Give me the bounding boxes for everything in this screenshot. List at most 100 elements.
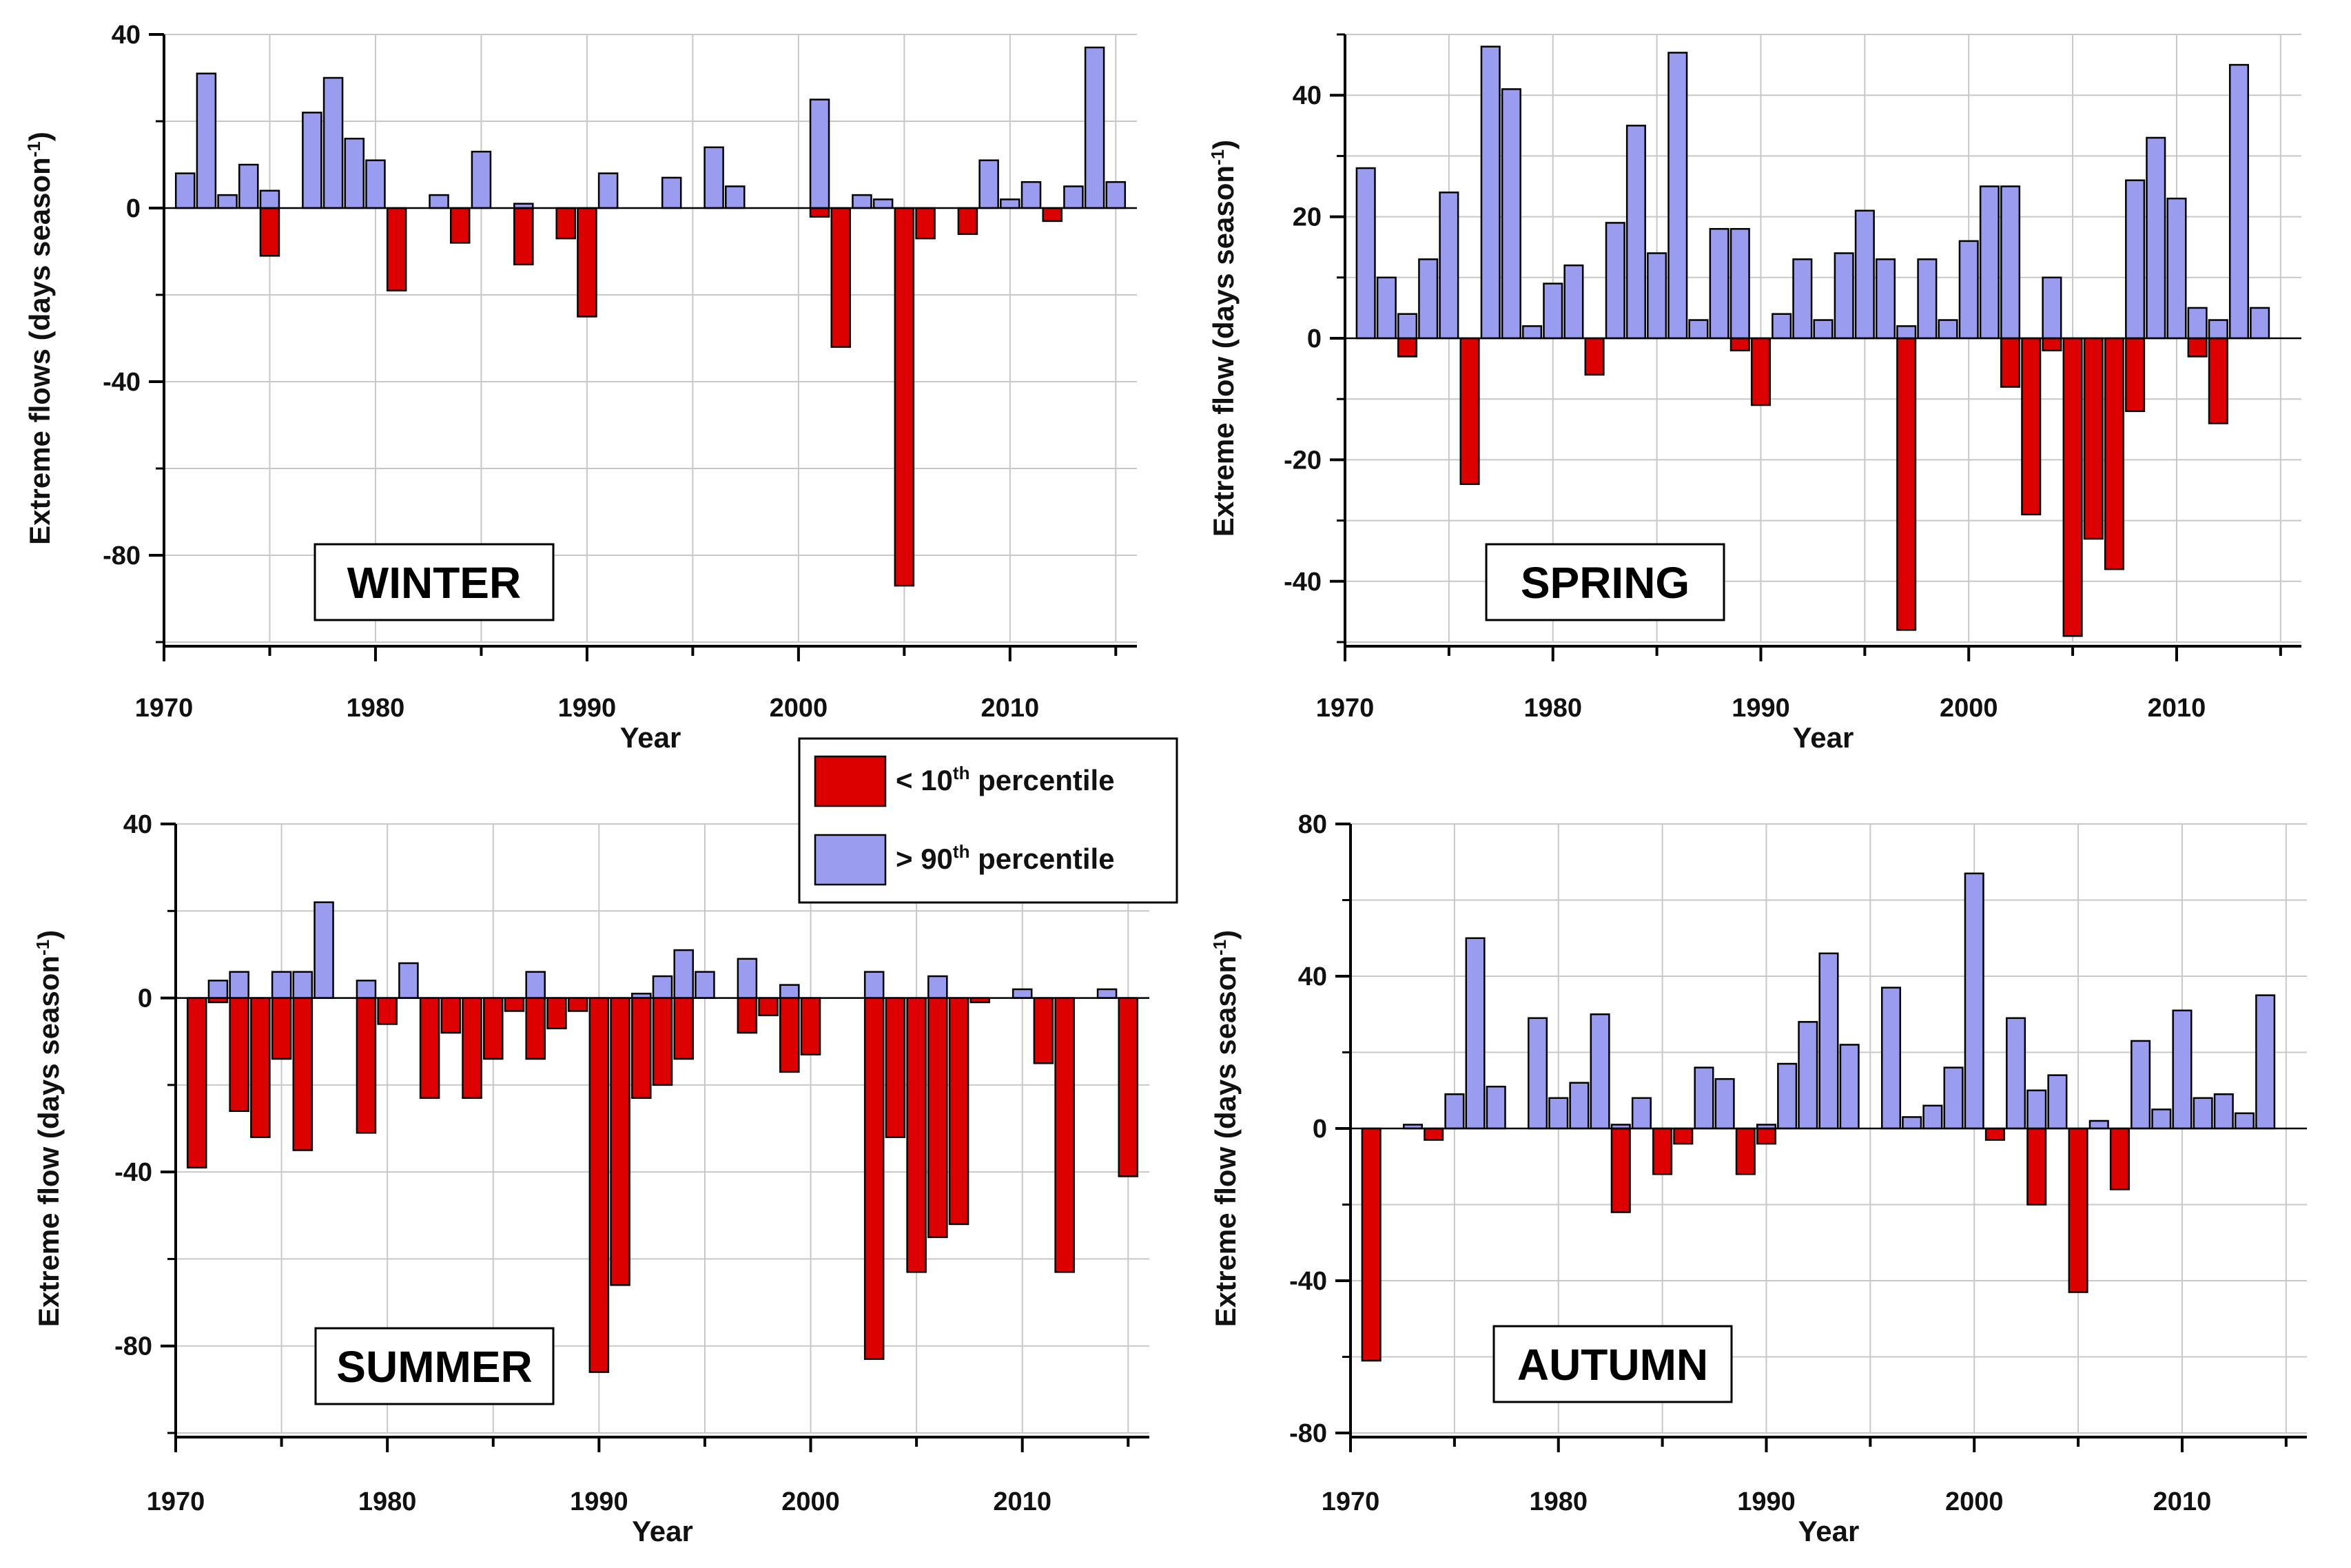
autumn-bar-above-1997 xyxy=(1902,1116,1922,1130)
spring-bar-above-2008 xyxy=(2125,179,2146,340)
spring-bar-below-2006 xyxy=(2083,337,2104,540)
winter-bar-below-1989 xyxy=(555,207,576,240)
summer-xtick-label: 1980 xyxy=(358,1487,417,1516)
spring-bar-above-2012 xyxy=(2208,319,2228,340)
legend-swatch-below xyxy=(814,755,887,807)
summer-title: SUMMER xyxy=(336,1342,532,1392)
spring-bar-above-1992 xyxy=(1792,258,1813,340)
winter-bar-above-1996 xyxy=(704,146,724,209)
autumn-bar-above-1975 xyxy=(1444,1093,1465,1130)
spring-bar-above-2011 xyxy=(2187,307,2208,340)
winter-bar-below-2002 xyxy=(830,207,852,348)
summer-bar-below-2011 xyxy=(1033,997,1054,1064)
autumn-xtick-label: 1970 xyxy=(1322,1487,1380,1516)
autumn-bar-below-2005 xyxy=(2068,1127,2088,1293)
spring-bar-above-1973 xyxy=(1397,313,1418,340)
autumn-bar-above-1984 xyxy=(1631,1097,1652,1130)
summer-bar-below-2007 xyxy=(948,997,969,1226)
spring-bar-above-1987 xyxy=(1688,319,1709,340)
winter-bar-above-2001 xyxy=(809,99,830,209)
autumn-bar-above-1992 xyxy=(1798,1021,1818,1130)
winter-bar-above-1974 xyxy=(238,163,259,209)
summer-ytick-label: -40 xyxy=(114,1158,152,1187)
winter-ylabel: Extreme flows (days season-1) xyxy=(23,132,56,545)
spring-bar-above-1984 xyxy=(1625,125,1646,340)
summer-panel: 40 0 -40 -80 1970 1980 1990 2000 2010 Year Extreme… xyxy=(32,810,1149,1547)
winter-ytick-label: -80 xyxy=(103,541,141,570)
winter-xlabel: Year xyxy=(620,721,681,754)
winter-bar-above-1985 xyxy=(471,150,492,209)
spring-ytick-label: -20 xyxy=(1284,446,1322,475)
summer-bar-below-1973 xyxy=(229,997,249,1112)
autumn-xtick-label: 2010 xyxy=(2153,1487,2212,1516)
spring-bar-above-1981 xyxy=(1563,264,1584,340)
autumn-xtick-label: 2000 xyxy=(1945,1487,2004,1516)
summer-bar-below-1994 xyxy=(673,997,694,1060)
winter-bar-above-2004 xyxy=(872,198,894,209)
autumn-ytick-label: 0 xyxy=(1313,1115,1327,1144)
summer-bar-below-1971 xyxy=(186,997,207,1169)
spring-bar-below-2005 xyxy=(2062,337,2083,637)
autumn-ytick-label: -40 xyxy=(1289,1267,1327,1296)
summer-bar-below-1991 xyxy=(610,997,630,1286)
summer-bar-above-1976 xyxy=(292,971,314,999)
summer-bar-below-1974 xyxy=(250,997,271,1138)
winter-bar-above-2013 xyxy=(1063,185,1084,209)
summer-bar-above-1973 xyxy=(229,971,249,999)
winter-title: WINTER xyxy=(347,558,521,608)
winter-bar-above-1997 xyxy=(725,185,746,209)
winter-bar-above-2009 xyxy=(978,159,999,209)
autumn-bar-below-1990 xyxy=(1756,1127,1777,1145)
winter-bar-above-2015 xyxy=(1105,180,1127,209)
winter-bar-above-1977 xyxy=(302,112,322,209)
summer-bar-below-1980 xyxy=(377,997,398,1025)
autumn-bar-below-1985 xyxy=(1652,1127,1673,1175)
spring-ytick-label: 20 xyxy=(1293,203,1322,232)
autumn-bar-below-2001 xyxy=(1984,1127,2005,1141)
autumn-bar-above-2010 xyxy=(2172,1009,2193,1130)
winter-bar-above-1975 xyxy=(259,189,280,209)
summer-bar-below-1983 xyxy=(440,997,462,1034)
summer-bar-below-1997 xyxy=(737,997,758,1034)
summer-bar-above-2010 xyxy=(1012,988,1033,999)
spring-bar-above-1997 xyxy=(1896,325,1917,340)
summer-bar-below-1975 xyxy=(271,997,292,1060)
spring-bar-above-2004 xyxy=(2042,276,2062,340)
summer-xtick-label: 2000 xyxy=(781,1487,840,1516)
autumn-bar-above-2014 xyxy=(2255,994,2276,1130)
spring-bar-above-1980 xyxy=(1543,282,1563,340)
spring-bar-above-1978 xyxy=(1501,88,1521,340)
summer-bar-below-2015 xyxy=(1118,997,1139,1177)
summer-bar-below-1990 xyxy=(588,997,610,1373)
autumn-bar-above-2000 xyxy=(1964,872,1984,1130)
winter-title-box xyxy=(314,543,555,621)
autumn-ytick-label: 80 xyxy=(1298,810,1327,839)
summer-xtick-label: 1990 xyxy=(570,1487,628,1516)
summer-bar-below-1985 xyxy=(482,997,504,1060)
spring-bar-below-2012 xyxy=(2208,337,2228,424)
summer-bar-below-1999 xyxy=(779,997,800,1073)
spring-bar-above-1985 xyxy=(1647,252,1667,340)
spring-ytick-label: 0 xyxy=(1307,324,1322,353)
autumn-bar-above-2006 xyxy=(2088,1120,2109,1130)
summer-bar-below-1992 xyxy=(631,997,652,1100)
summer-bar-above-1994 xyxy=(673,949,694,999)
legend-label-above: > 90th percentile xyxy=(896,841,1115,875)
spring-bar-below-2004 xyxy=(2042,337,2062,351)
summer-bar-below-1984 xyxy=(462,997,482,1100)
spring-bar-below-2011 xyxy=(2187,337,2208,358)
spring-bar-below-1973 xyxy=(1397,337,1418,358)
spring-bar-above-2013 xyxy=(2228,63,2250,340)
autumn-xtick-label: 1990 xyxy=(1737,1487,1796,1516)
spring-bar-below-1976 xyxy=(1459,337,1480,485)
summer-bar-below-2005 xyxy=(906,997,927,1273)
autumn-bar-above-1981 xyxy=(1569,1082,1590,1130)
autumn-bar-above-1980 xyxy=(1548,1097,1569,1130)
spring-xtick-label: 1970 xyxy=(1316,694,1375,723)
spring-xtick-label: 2010 xyxy=(2148,694,2206,723)
winter-xtick-label: 1990 xyxy=(558,694,617,723)
spring-bar-above-1994 xyxy=(1834,252,1854,340)
autumn-bar-above-2013 xyxy=(2234,1112,2255,1130)
spring-bar-below-1989 xyxy=(1729,337,1750,351)
summer-bar-above-1997 xyxy=(737,958,758,999)
